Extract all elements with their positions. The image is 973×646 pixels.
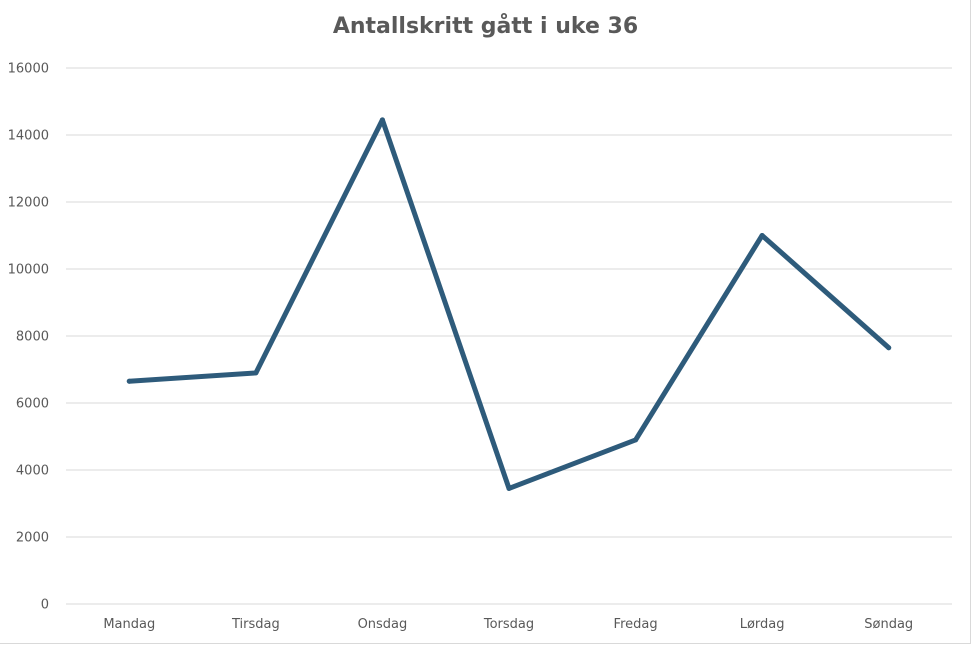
y-tick-label: 12000 bbox=[8, 196, 49, 211]
y-tick-label: 6000 bbox=[16, 397, 49, 412]
x-axis-tick-labels: Mandag Tirsdag Onsdag Torsdag Fredag Lørdag Sø… bbox=[103, 617, 913, 632]
data-point-Onsdag bbox=[379, 117, 385, 123]
data-point-Lørdag bbox=[759, 233, 765, 238]
data-point-Tirsdag bbox=[253, 370, 259, 376]
data-point-Fredag bbox=[633, 437, 639, 443]
y-tick-label: 16000 bbox=[8, 62, 49, 77]
x-tick-label: Onsdag bbox=[358, 617, 408, 632]
y-tick-label: 8000 bbox=[16, 330, 49, 345]
gridlines bbox=[66, 67, 952, 605]
data-point-Mandag bbox=[126, 378, 132, 384]
y-axis-tick-labels: 0 2000 4000 6000 8000 10000 12000 14000 16000 bbox=[8, 62, 49, 613]
data-point-Torsdag bbox=[506, 485, 512, 491]
x-tick-label: Torsdag bbox=[483, 617, 534, 632]
y-tick-label: 4000 bbox=[16, 464, 49, 479]
x-tick-label: Mandag bbox=[103, 617, 155, 632]
x-tick-label: Tirsdag bbox=[231, 617, 280, 632]
series-lines bbox=[126, 117, 892, 491]
y-tick-label: 0 bbox=[41, 598, 49, 613]
x-tick-label: Fredag bbox=[614, 617, 658, 632]
data-point-Søndag bbox=[886, 345, 892, 351]
series-line-0 bbox=[126, 117, 892, 491]
x-tick-label: Lørdag bbox=[740, 617, 785, 632]
y-tick-label: 2000 bbox=[16, 531, 49, 546]
y-tick-label: 14000 bbox=[8, 129, 49, 144]
y-tick-label: 10000 bbox=[8, 263, 49, 278]
x-tick-label: Søndag bbox=[864, 617, 913, 632]
chart-title: Antallskritt gått i uke 36 bbox=[332, 14, 639, 39]
